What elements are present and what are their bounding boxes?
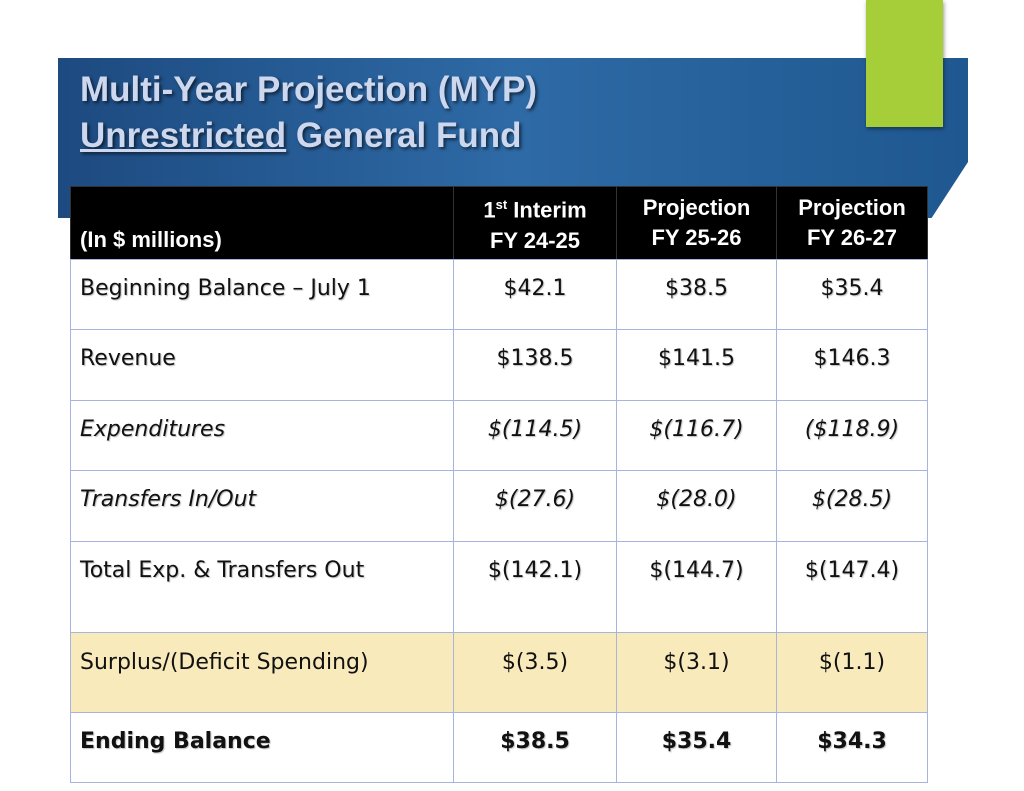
row-label: Ending Balance xyxy=(70,712,454,783)
row-label: Revenue xyxy=(70,329,454,401)
cell-value: $(28.0) xyxy=(616,470,777,542)
header-corner: (In $ millions) xyxy=(70,186,454,260)
column-header: Projection FY 25-26 xyxy=(616,186,777,260)
title-underlined: Unrestricted xyxy=(80,116,287,155)
cell-value: $(144.7) xyxy=(616,541,777,633)
header-line: Projection xyxy=(643,193,751,223)
cell-value: $38.5 xyxy=(453,712,617,783)
cell-value: $34.3 xyxy=(776,712,928,783)
cell-value: $(142.1) xyxy=(453,541,617,633)
header-line: Projection xyxy=(798,193,906,223)
title-rest: General Fund xyxy=(295,116,522,155)
row-label: Total Exp. & Transfers Out xyxy=(70,541,454,633)
header-period: FY 25-26 xyxy=(651,225,742,250)
cell-value: $42.1 xyxy=(453,259,617,330)
header-text: Projection xyxy=(798,195,906,220)
header-text: Interim xyxy=(513,197,587,223)
cell-value: $(3.5) xyxy=(453,632,617,713)
header-period: FY 24-25 xyxy=(489,227,581,253)
accent-block xyxy=(866,0,943,127)
cell-value: $35.4 xyxy=(616,712,777,783)
cell-value: $(147.4) xyxy=(776,541,928,633)
header-period: FY 26-27 xyxy=(806,225,898,250)
cell-value: $(27.6) xyxy=(453,470,617,542)
cell-value: $(114.5) xyxy=(453,400,617,471)
header-line: 1st Interim xyxy=(483,190,586,225)
cell-value: $(28.5) xyxy=(776,470,928,542)
header-sup: st xyxy=(495,197,508,213)
cell-value: $138.5 xyxy=(453,329,617,401)
row-label: Transfers In/Out xyxy=(70,470,454,542)
title-line: Multi-Year Projection (MYP) xyxy=(80,70,537,109)
header-text: Projection xyxy=(642,195,751,220)
cell-value: $146.3 xyxy=(776,329,928,401)
row-label: Surplus/(Deficit Spending) xyxy=(70,632,454,713)
cell-value: $(116.7) xyxy=(616,400,777,471)
cell-value: $38.5 xyxy=(616,259,777,330)
cell-value: $35.4 xyxy=(776,259,928,330)
header-lead: 1 xyxy=(483,197,496,223)
title-line: Unrestricted General Fund xyxy=(80,116,522,156)
row-label: Beginning Balance – July 1 xyxy=(70,259,454,330)
cell-value: $(1.1) xyxy=(776,632,928,713)
cell-value: $(3.1) xyxy=(616,632,777,713)
column-header: Projection FY 26-27 xyxy=(776,186,928,260)
cell-value: $141.5 xyxy=(616,329,777,401)
column-header: 1st Interim FY 24-25 xyxy=(453,186,617,260)
row-label: Expenditures xyxy=(70,400,454,471)
cell-value: ($118.9) xyxy=(776,400,928,471)
